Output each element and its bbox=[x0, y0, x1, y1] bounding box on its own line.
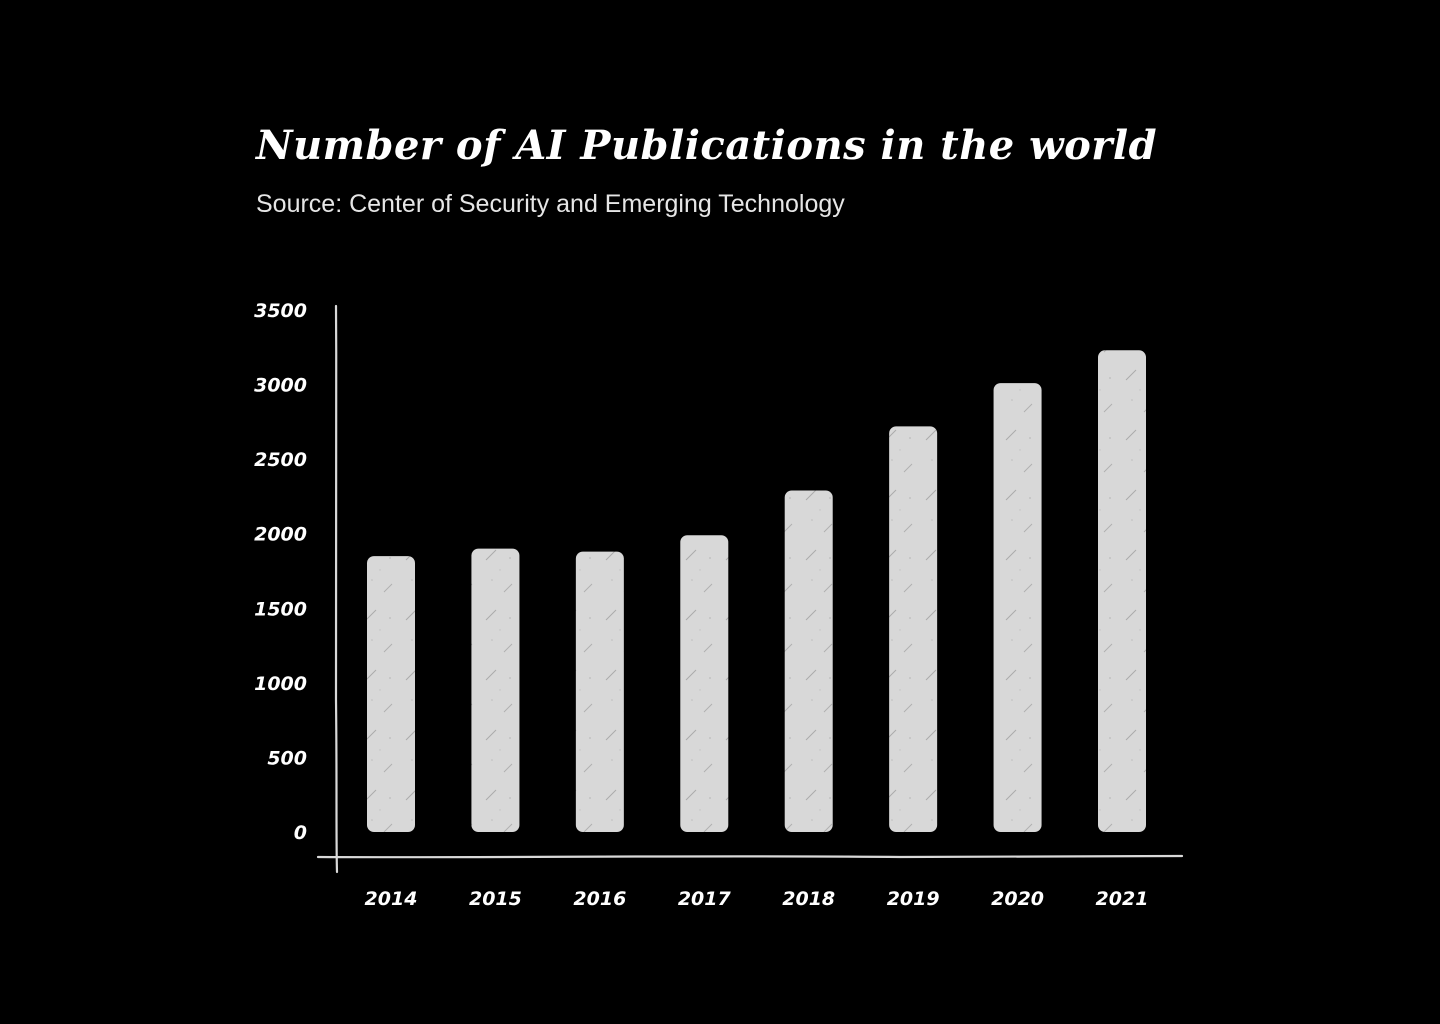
y-tick-label: 1500 bbox=[254, 598, 307, 620]
bar-2020 bbox=[993, 383, 1042, 832]
y-tick-label: 2000 bbox=[254, 524, 307, 546]
y-tick-label: 0 bbox=[294, 822, 307, 844]
y-tick-label: 2500 bbox=[254, 449, 307, 471]
chart-subtitle: Source: Center of Security and Emerging … bbox=[256, 190, 845, 218]
x-tick-label-2018: 2018 bbox=[782, 888, 835, 910]
chart-title: Number of AI Publications in the world bbox=[256, 122, 1158, 169]
x-axis-line bbox=[316, 854, 1184, 859]
y-tick-label: 3500 bbox=[254, 300, 307, 322]
bar-2017 bbox=[680, 535, 729, 832]
y-tick-label: 500 bbox=[267, 747, 307, 769]
bar-2015 bbox=[471, 548, 520, 832]
bar-2018 bbox=[784, 490, 833, 832]
y-tick-label: 3000 bbox=[254, 375, 307, 397]
bar-2016 bbox=[575, 551, 624, 832]
x-tick-label-2017: 2017 bbox=[678, 888, 732, 910]
x-axis bbox=[316, 854, 1184, 859]
bar-2014 bbox=[367, 556, 415, 832]
y-axis-line bbox=[334, 304, 339, 874]
bars bbox=[367, 350, 1146, 832]
bar-2021 bbox=[1098, 350, 1146, 832]
y-axis bbox=[334, 304, 339, 874]
x-tick-label-2015: 2015 bbox=[469, 888, 522, 910]
x-tick-label-2016: 2016 bbox=[573, 888, 626, 910]
y-tick-label: 1000 bbox=[254, 673, 307, 695]
x-tick-label-2020: 2020 bbox=[991, 888, 1044, 910]
x-tick-label-2021: 2021 bbox=[1096, 888, 1149, 910]
x-tick-label-2019: 2019 bbox=[887, 888, 940, 910]
bar-2019 bbox=[889, 426, 938, 832]
y-tick-labels: 0 500 1000 1500 2000 2500 3000 3500 bbox=[254, 300, 307, 844]
x-tick-labels: 2014 2015 2016 2017 2018 2019 2020 2021 bbox=[365, 888, 1149, 910]
x-tick-label-2014: 2014 bbox=[365, 888, 418, 910]
